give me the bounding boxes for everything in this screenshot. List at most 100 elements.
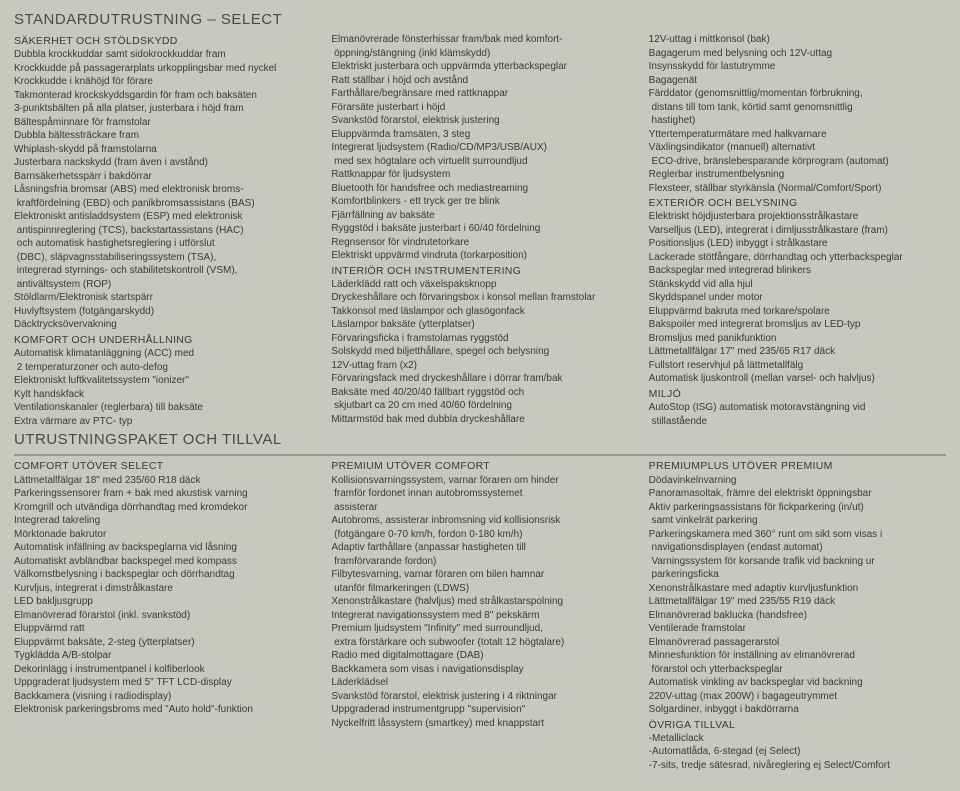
- std-item: Takmonterad krockskyddsgardin för fram o…: [14, 89, 311, 103]
- std-item: Solskydd med biljetthållare, spegel och …: [331, 345, 628, 359]
- std-item: Farthållare/begränsare med rattknappar: [331, 87, 628, 101]
- std-item: Integrerat ljudsystem (Radio/CD/MP3/USB/…: [331, 141, 628, 168]
- std-item: Bagagerum med belysning och 12V-uttag: [649, 47, 946, 61]
- std-item: Ratt ställbar i höjd och avstånd: [331, 74, 628, 88]
- std-item: Justerbara nackskydd (fram även i avstån…: [14, 156, 311, 170]
- std-item: Bakspoiler med integrerat bromsljus av L…: [649, 318, 946, 332]
- section-title-standard: STANDARDUTRUSTNING – SELECT: [14, 10, 946, 30]
- pkg-item: Lättmetallfälgar 19" med 235/55 R19 däck: [649, 595, 946, 609]
- subhead-environment: MILJÖ: [649, 387, 946, 401]
- std-item: Ryggstöd i baksäte justerbart i 60/40 fö…: [331, 222, 628, 236]
- pkg-item: Automatisk infällning av backspeglarna v…: [14, 541, 311, 555]
- std-item: Skyddspanel under motor: [649, 291, 946, 305]
- std-col-3: 12V-uttag i mittkonsol (bak) Bagagerum m…: [649, 33, 946, 428]
- pkg-item: Ventilerade framstolar: [649, 622, 946, 636]
- std-item: Stänkskydd vid alla hjul: [649, 278, 946, 292]
- pkg-item: Automatisk vinkling av backspeglar vid b…: [649, 676, 946, 690]
- std-item: AutoStop (ISG) automatisk motoravstängni…: [649, 401, 946, 428]
- std-item: Mittarmstöd bak med dubbla dryckeshållar…: [331, 413, 628, 427]
- pkg-item: Parkeringssensorer fram + bak med akusti…: [14, 487, 311, 501]
- std-item: Förvaringsfack med dryckeshållare i dörr…: [331, 372, 628, 386]
- std-item: Krockkudde i knähöjd för förare: [14, 75, 311, 89]
- pkg-col-1: COMFORT UTÖVER SELECT Lättmetallfälgar 1…: [14, 458, 311, 772]
- std-item: 3-punktsbälten på alla platser, justerba…: [14, 102, 311, 116]
- std-item: Elektroniskt antisladdsystem (ESP) med e…: [14, 210, 311, 291]
- pkg-item: Svankstöd förarstol, elektrisk justering…: [331, 690, 628, 704]
- subhead-other-options: ÖVRIGA TILLVAL: [649, 718, 946, 732]
- subhead-exterior: EXTERIÖR OCH BELYSNING: [649, 196, 946, 210]
- std-item: Dryckeshållare och förvaringsbox i konso…: [331, 291, 628, 305]
- std-item: Whiplash-skydd på framstolarna: [14, 143, 311, 157]
- pkg-item: 220V-uttag (max 200W) i bagageutrymmet: [649, 690, 946, 704]
- std-item: Krockkudde på passagerarplats urkoppling…: [14, 62, 311, 76]
- std-item: Eluppvärmda framsäten, 3 steg: [331, 128, 628, 142]
- std-item: Bagagenät: [649, 74, 946, 88]
- std-item: Svankstöd förarstol, elektrisk justering: [331, 114, 628, 128]
- std-item: Reglerbar instrumentbelysning: [649, 168, 946, 182]
- pkg-item: Radio med digitalmottagare (DAB): [331, 649, 628, 663]
- subhead-premiumplus-pkg: PREMIUMPLUS UTÖVER PREMIUM: [649, 459, 946, 473]
- std-item: Stöldlarm/Elektronisk startspärr: [14, 291, 311, 305]
- pkg-item: Autobroms, assisterar inbromsning vid ko…: [331, 514, 628, 541]
- std-item: Lackerade stötfångare, dörrhandtag och y…: [649, 251, 946, 265]
- pkg-item: Premium ljudsystem "Infinity" med surrou…: [331, 622, 628, 649]
- std-item: Bromsljus med panikfunktion: [649, 332, 946, 346]
- std-item: Växlingsindikator (manuell) alternativt …: [649, 141, 946, 168]
- pkg-item: Eluppvärmd ratt: [14, 622, 311, 636]
- pkg-item: Elmanövrerad baklucka (handsfree): [649, 609, 946, 623]
- pkg-item: Kromgrill och utvändiga dörrhandtag med …: [14, 501, 311, 515]
- std-item: Förvaringsficka i framstolarnas ryggstöd: [331, 332, 628, 346]
- std-item: Bluetooth för handsfree och mediastreami…: [331, 182, 628, 196]
- std-item: Läslampor baksäte (ytterplatser): [331, 318, 628, 332]
- pkg-item: Tygklädda A/B-stolpar: [14, 649, 311, 663]
- subhead-interior: INTERIÖR OCH INSTRUMENTERING: [331, 264, 628, 278]
- std-item: Låsningsfria bromsar (ABS) med elektroni…: [14, 183, 311, 210]
- pkg-col-3: PREMIUMPLUS UTÖVER PREMIUM Dödavinkelnva…: [649, 458, 946, 772]
- pkg-item: Elmanövrerad förarstol (inkl. svankstöd): [14, 609, 311, 623]
- pkg-item: Dekorinlägg i instrumentpanel i kolfiber…: [14, 663, 311, 677]
- pkg-col-2: PREMIUM UTÖVER COMFORT Kollisionsvarning…: [331, 458, 628, 772]
- std-item: Dubbla krockkuddar samt sidokrockkuddar …: [14, 48, 311, 62]
- std-item: Takkonsol med läslampor och glasögonfack: [331, 305, 628, 319]
- std-item: Elektriskt uppvärmd vindruta (torkarposi…: [331, 249, 628, 263]
- std-item: Barnsäkerhetsspärr i bakdörrar: [14, 170, 311, 184]
- std-item: Däcktrycksövervakning: [14, 318, 311, 332]
- std-item: Fjärrfällning av baksäte: [331, 209, 628, 223]
- std-item: Komfortblinkers - ett tryck ger tre blin…: [331, 195, 628, 209]
- pkg-item: LED bakljusgrupp: [14, 595, 311, 609]
- pkg-item: Uppgraderat ljudsystem med 5" TFT LCD-di…: [14, 676, 311, 690]
- std-item: Förarsäte justerbart i höjd: [331, 101, 628, 115]
- pkg-item: Xenonstrålkastare med adaptiv kurvljusfu…: [649, 582, 946, 596]
- pkg-item: Elektronisk parkeringsbroms med "Auto ho…: [14, 703, 311, 717]
- std-item: Automatisk ljuskontroll (mellan varsel- …: [649, 372, 946, 386]
- pkg-item: Minnesfunktion för inställning av elmanö…: [649, 649, 946, 676]
- std-item: Färddator (genomsnittlig/momentan förbru…: [649, 87, 946, 128]
- std-item: Backspeglar med integrerad blinkers: [649, 264, 946, 278]
- subhead-comfort: KOMFORT OCH UNDERHÅLLNING: [14, 333, 311, 347]
- std-col-1: SÄKERHET OCH STÖLDSKYDD Dubbla krockkudd…: [14, 33, 311, 428]
- pkg-item: Välkomstbelysning i backspeglar och dörr…: [14, 568, 311, 582]
- pkg-item: Aktiv parkeringsassistans för fickparker…: [649, 501, 946, 528]
- std-item: Ventilationskanaler (reglerbara) till ba…: [14, 401, 311, 415]
- pkg-item: Kollisionsvarningssystem, varnar föraren…: [331, 474, 628, 515]
- pkg-item: -Automatlåda, 6-stegad (ej Select): [649, 745, 946, 759]
- pkg-item: Adaptiv farthållare (anpassar hastighete…: [331, 541, 628, 568]
- pkg-item: -Metalliclack: [649, 732, 946, 746]
- pkg-item: Läderklädsel: [331, 676, 628, 690]
- pkg-item: Dödavinkelnvarning: [649, 474, 946, 488]
- standard-columns: SÄKERHET OCH STÖLDSKYDD Dubbla krockkudd…: [14, 33, 946, 428]
- pkg-item: Backkamera (visning i radiodisplay): [14, 690, 311, 704]
- pkg-item: Elmanövrerad passagerarstol: [649, 636, 946, 650]
- std-item: Elektriskt höjdjusterbara projektionsstr…: [649, 210, 946, 224]
- std-item: Elektroniskt luftkvalitetssystem "ionize…: [14, 374, 311, 388]
- pkg-item: Parkeringskamera med 360° runt om sikt s…: [649, 528, 946, 555]
- std-item: Elektriskt justerbara och uppvärmda ytte…: [331, 60, 628, 74]
- subhead-comfort-pkg: COMFORT UTÖVER SELECT: [14, 459, 311, 473]
- pkg-item: Integrerat navigationssystem med 8" peks…: [331, 609, 628, 623]
- pkg-item: Backkamera som visas i navigationsdispla…: [331, 663, 628, 677]
- std-item: Automatisk klimatanläggning (ACC) med 2 …: [14, 347, 311, 374]
- pkg-item: Varningssystem för korsande trafik vid b…: [649, 555, 946, 582]
- pkg-item: Mörktonade bakrutor: [14, 528, 311, 542]
- std-item: Dubbla bältessträckare fram: [14, 129, 311, 143]
- subhead-premium-pkg: PREMIUM UTÖVER COMFORT: [331, 459, 628, 473]
